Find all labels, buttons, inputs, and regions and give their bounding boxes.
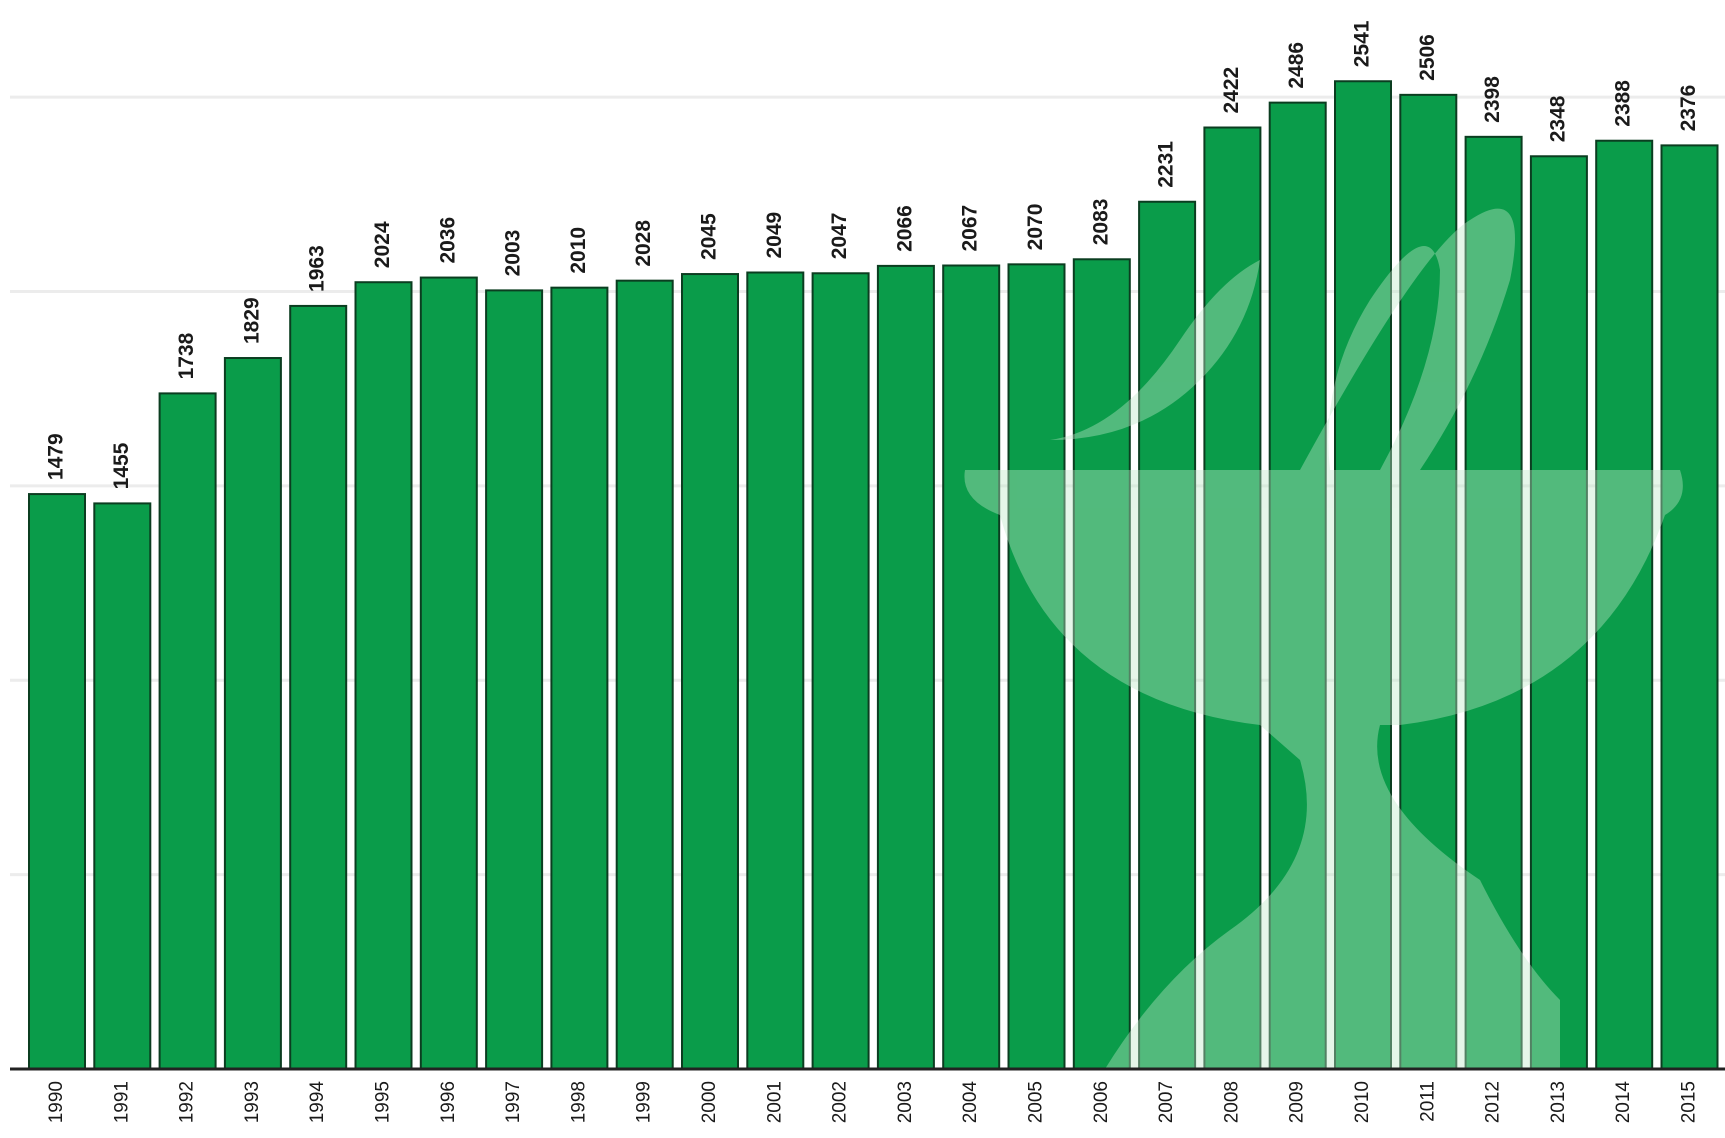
value-label: 2231: [1155, 141, 1178, 188]
value-label: 2376: [1677, 85, 1700, 132]
x-tick-label: 2007: [1156, 1081, 1177, 1123]
bar: [1399, 93, 1458, 1071]
x-tick-label: 2010: [1352, 1081, 1373, 1123]
bar: [681, 273, 739, 1070]
bar: [1203, 126, 1262, 1070]
value-label: 2348: [1546, 95, 1569, 142]
bar: [1464, 135, 1523, 1071]
x-tick-label: 2003: [895, 1081, 916, 1123]
value-label: 2003: [502, 230, 525, 277]
bar: [158, 392, 217, 1070]
value-label: 1829: [240, 297, 263, 344]
value-label: 2028: [632, 220, 655, 267]
bar: [354, 281, 413, 1070]
x-tick-label: 2005: [1026, 1081, 1047, 1123]
value-label: 2506: [1416, 34, 1439, 81]
value-label: 2070: [1024, 204, 1047, 251]
bar: [223, 357, 282, 1070]
bar: [876, 264, 935, 1070]
x-tick-label: 2015: [1679, 1081, 1700, 1123]
x-tick-label: 1991: [111, 1081, 132, 1123]
x-tick-label: 1993: [242, 1081, 263, 1123]
x-tick-label: 1995: [373, 1081, 394, 1123]
x-tick-label: 2011: [1417, 1081, 1438, 1122]
x-tick-label: 1992: [177, 1081, 198, 1123]
x-tick-label: 2012: [1483, 1081, 1504, 1123]
value-label: 2047: [828, 213, 851, 260]
x-tick-label: 1998: [568, 1081, 589, 1123]
value-label: 1455: [110, 442, 133, 489]
bar: [485, 289, 544, 1070]
x-tick-label: 2014: [1613, 1081, 1634, 1124]
x-tick-label: 1990: [46, 1081, 67, 1123]
x-tick-label: 2004: [960, 1081, 981, 1124]
value-label: 1479: [45, 433, 68, 480]
x-tick-label: 2002: [830, 1081, 851, 1123]
bar: [289, 304, 348, 1071]
bowl-of-hygieia: [964, 208, 1683, 1069]
value-label: 2541: [1351, 20, 1374, 67]
value-label: 2045: [698, 213, 721, 260]
value-label: 2398: [1481, 76, 1504, 123]
bar: [419, 276, 478, 1070]
x-tick-label: 2009: [1287, 1081, 1308, 1123]
x-tick-label: 1994: [307, 1081, 328, 1124]
x-tick-label: 2008: [1221, 1081, 1242, 1123]
x-tick-label: 1997: [503, 1081, 524, 1123]
bar: [28, 493, 86, 1070]
bar: [1595, 139, 1654, 1070]
x-tick-label: 2006: [1091, 1081, 1112, 1123]
x-tick-label: 2001: [764, 1081, 785, 1123]
value-label: 1738: [175, 332, 198, 379]
bar: [1072, 258, 1131, 1071]
value-label: 2388: [1612, 80, 1635, 127]
x-tick-label: 2013: [1548, 1081, 1569, 1123]
bar: [1268, 101, 1327, 1070]
bars: [28, 80, 1719, 1071]
value-label: 1963: [306, 245, 329, 292]
bar: [942, 264, 1001, 1070]
x-tick-label: 1996: [438, 1081, 459, 1123]
x-tick-label: 1999: [634, 1081, 655, 1123]
value-label: 2066: [893, 205, 916, 252]
bar: [615, 279, 674, 1071]
bar: [1529, 155, 1588, 1070]
bar: [93, 502, 152, 1071]
bar: [550, 286, 609, 1070]
value-label: 2083: [1089, 199, 1112, 246]
value-label: 2010: [567, 227, 590, 274]
value-label: 2024: [371, 221, 394, 268]
bar: [1138, 200, 1197, 1070]
value-label: 2486: [1285, 42, 1308, 89]
x-tick-label: 2000: [699, 1081, 720, 1123]
value-label: 2067: [959, 205, 982, 252]
bar: [1334, 80, 1392, 1070]
value-label: 2422: [1220, 67, 1243, 114]
bar: [1660, 144, 1719, 1071]
bar: [811, 272, 870, 1070]
value-label: 2036: [436, 217, 459, 264]
value-label: 2049: [763, 212, 786, 259]
bar: [1007, 263, 1066, 1070]
bar: [746, 271, 805, 1071]
